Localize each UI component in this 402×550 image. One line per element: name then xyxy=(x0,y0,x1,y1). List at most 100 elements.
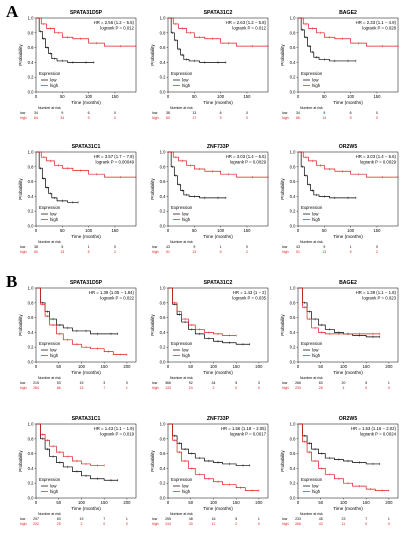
y-tick-label: 0.2 xyxy=(290,209,296,214)
risk-value-low: 16 xyxy=(212,517,216,521)
logrank-p-label: logrank P = 0.0024 xyxy=(360,432,397,437)
risk-value-low: 6 xyxy=(88,111,90,115)
y-tick-label: 0.0 xyxy=(160,90,166,95)
risk-value-low: 5 xyxy=(61,245,63,249)
y-axis-label: Probability xyxy=(150,450,155,472)
x-tick-label: 0 xyxy=(297,94,300,99)
risk-value-high: 2 xyxy=(246,250,248,254)
x-axis-label: Time (months) xyxy=(333,506,363,511)
risk-row-label-high: high xyxy=(282,522,289,526)
y-tick-label: 0.2 xyxy=(28,481,34,486)
y-tick-label: 0.8 xyxy=(290,30,296,35)
y-tick-label: 0.6 xyxy=(290,45,296,50)
risk-table-title: Number at risk xyxy=(300,512,323,516)
plot-title: SPATA31C2 xyxy=(204,10,233,16)
y-tick-label: 1.0 xyxy=(290,422,296,427)
km-plot-11: ZNF733P 0.0 0.2 0.4 0.6 0.8 1.0 Probability 0 50 1… xyxy=(150,412,274,548)
risk-value-low: 0 xyxy=(114,111,116,115)
survival-curve-low xyxy=(36,17,94,63)
y-tick-label: 0.0 xyxy=(160,496,166,501)
y-tick-label: 0.2 xyxy=(290,481,296,486)
risk-value-high: 13 xyxy=(60,250,64,254)
legend-title: Expression xyxy=(171,205,193,210)
km-plot-12: OR2W5 0.0 0.2 0.4 0.6 0.8 1.0 Probability 0 50 100… xyxy=(280,412,402,548)
risk-value-high: 60 xyxy=(166,116,170,120)
y-tick-label: 1.0 xyxy=(28,150,34,155)
hazard-ratio-label: HR = 2.56 (1.2 − 5.5) xyxy=(94,20,135,25)
risk-value-low: 38 xyxy=(166,111,170,115)
x-tick-label: 50 xyxy=(322,228,327,233)
risk-value-high: 2 xyxy=(376,250,378,254)
y-tick-label: 0.4 xyxy=(160,466,166,471)
y-tick-label: 0.4 xyxy=(160,330,166,335)
risk-value-high: 66 xyxy=(57,386,61,390)
x-tick-label: 150 xyxy=(373,228,381,233)
plot-frame xyxy=(35,287,137,363)
y-tick-label: 0.8 xyxy=(160,164,166,169)
risk-value-high: 11 xyxy=(212,522,216,526)
risk-value-low: 255 xyxy=(165,517,171,521)
legend-label-high: high xyxy=(312,489,321,494)
logrank-p-label: logrank P = 0.023 xyxy=(362,296,396,301)
hazard-ratio-label: HR = 1.39 (1.1 − 1.8) xyxy=(356,290,397,295)
plot-frame xyxy=(167,423,269,499)
hazard-ratio-label: HR = 2.33 (1.1 − 4.9) xyxy=(356,20,397,25)
x-tick-label: 50 xyxy=(188,500,193,505)
y-tick-label: 1.0 xyxy=(160,422,166,427)
x-tick-label: 0 xyxy=(167,364,170,369)
x-axis-label: Time (months) xyxy=(203,100,233,105)
risk-value-low: 34 xyxy=(296,111,300,115)
legend-title: Expression xyxy=(301,71,323,76)
risk-value-low: 45 xyxy=(319,517,323,521)
km-plot-1: SPATA31D5P 0.0 0.2 0.4 0.6 0.8 1.0 Probability 0… xyxy=(18,6,142,142)
hazard-ratio-label: HR = 1.39 (1.05 − 1.84) xyxy=(89,290,135,295)
plot-title: SPATA31D5P xyxy=(70,280,103,286)
risk-value-low: 34 xyxy=(212,381,216,385)
risk-value-high: 91 xyxy=(166,250,170,254)
risk-value-low: 5 xyxy=(235,517,237,521)
plot-frame xyxy=(297,17,399,93)
y-tick-label: 0.0 xyxy=(290,90,296,95)
y-tick-label: 1.0 xyxy=(160,16,166,21)
km-plot-svg: SPATA31C1 0.0 0.2 0.4 0.6 0.8 1.0 Probability 0 5… xyxy=(18,144,137,254)
legend-label-low: low xyxy=(312,484,319,489)
y-tick-label: 0.4 xyxy=(290,466,296,471)
y-tick-label: 0.2 xyxy=(290,345,296,350)
km-plot-svg: SPATA31D5P 0.0 0.2 0.4 0.6 0.8 1.0 Probability 0… xyxy=(18,280,137,390)
risk-value-low: 0 xyxy=(376,245,378,249)
km-plot-8: SPATA31C2 0.0 0.2 0.4 0.6 0.8 1.0 Probability 0 5… xyxy=(150,276,274,412)
survival-curve-low xyxy=(168,423,250,466)
risk-table-title: Number at risk xyxy=(170,240,193,244)
risk-value-low: 1 xyxy=(388,381,390,385)
risk-value-high: 26 xyxy=(319,386,323,390)
risk-value-low: 9 xyxy=(323,111,325,115)
y-tick-label: 0.0 xyxy=(28,360,34,365)
y-axis-label: Probability xyxy=(18,178,23,200)
x-tick-label: 200 xyxy=(385,500,393,505)
risk-value-high: 25 xyxy=(57,522,61,526)
legend-label-high: high xyxy=(50,489,59,494)
survival-curve-low xyxy=(298,287,380,338)
x-tick-label: 50 xyxy=(60,94,65,99)
risk-value-high: 0 xyxy=(126,522,128,526)
y-tick-label: 0.6 xyxy=(290,179,296,184)
y-tick-label: 1.0 xyxy=(290,286,296,291)
survival-curve-low xyxy=(298,151,356,199)
legend-label-low: low xyxy=(50,78,57,83)
x-tick-label: 200 xyxy=(123,500,131,505)
x-tick-label: 0 xyxy=(167,228,170,233)
y-tick-label: 0.6 xyxy=(28,45,34,50)
km-plot-6: OR2W5 0.0 0.2 0.4 0.6 0.8 1.0 Probability 0 50 100… xyxy=(280,140,402,276)
risk-row-label-low: low xyxy=(152,245,158,249)
y-tick-label: 0.4 xyxy=(290,60,296,65)
y-tick-label: 0.4 xyxy=(290,194,296,199)
x-axis-label: Time (months) xyxy=(333,370,363,375)
km-plot-3: BAGE2 0.0 0.2 0.4 0.6 0.8 1.0 Probability 0 50 100… xyxy=(280,6,402,142)
legend-label-low: low xyxy=(50,212,57,217)
legend-title: Expression xyxy=(39,477,61,482)
x-tick-label: 50 xyxy=(192,94,197,99)
y-axis-label: Probability xyxy=(18,44,23,66)
logrank-p-label: logrank P = 0.0029 xyxy=(230,160,267,165)
